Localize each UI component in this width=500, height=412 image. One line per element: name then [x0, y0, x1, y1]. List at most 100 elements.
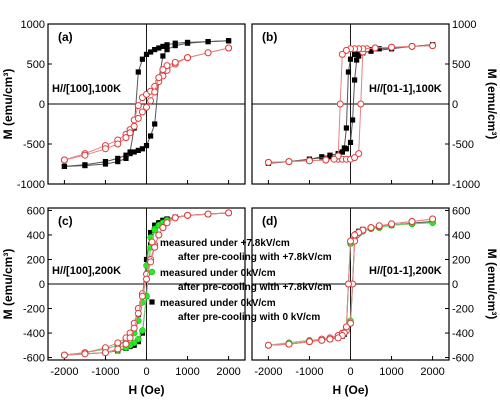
x-tick-label: -1000	[295, 366, 323, 378]
data-point	[408, 42, 416, 50]
data-point	[101, 349, 109, 357]
data-point	[159, 224, 167, 232]
data-point	[134, 114, 142, 122]
data-point	[139, 56, 145, 62]
data-point	[347, 56, 354, 62]
data-point	[429, 215, 437, 223]
data-point	[81, 151, 89, 159]
data-point	[114, 140, 122, 148]
data-point	[172, 40, 178, 46]
data-point	[305, 157, 313, 165]
data-point	[171, 214, 179, 222]
x-tick-label: 0	[143, 366, 149, 378]
data-point	[344, 280, 352, 288]
x-tick-label: -2000	[254, 366, 282, 378]
y-tick-label: -600	[452, 353, 474, 365]
series-group	[60, 209, 233, 359]
data-point	[160, 53, 166, 59]
data-point	[130, 122, 138, 130]
data-point	[148, 133, 154, 139]
data-point	[322, 156, 330, 164]
y-tick-label: 200	[27, 254, 45, 266]
legend-label: measured under 0kV/cm	[160, 298, 276, 309]
legend-sublabel: after pre-cooling with +7.8kV/cm	[178, 282, 332, 293]
panel-label: (a)	[58, 30, 73, 44]
condition-label: H//[100],100K	[52, 83, 121, 95]
data-point	[319, 154, 325, 160]
condition-label: H//[01-1],200K	[369, 265, 442, 277]
condition-label: H//[01-1],100K	[369, 83, 442, 95]
data-point	[341, 145, 347, 151]
legend-label: measured under 0kV/cm	[160, 268, 276, 279]
data-point	[163, 219, 171, 227]
data-point	[115, 155, 121, 161]
data-point	[205, 39, 211, 45]
data-point	[368, 47, 374, 53]
data-point	[114, 339, 122, 347]
data-point	[135, 147, 141, 153]
data-point	[327, 154, 333, 160]
data-point	[148, 49, 154, 55]
legend-marker	[148, 268, 156, 276]
legend-sublabel: after pre-cooling with +7.8kV/cm	[178, 252, 332, 263]
y-tick-label: 400	[27, 230, 45, 242]
data-point	[143, 51, 150, 57]
data-point	[352, 77, 358, 83]
data-point	[151, 243, 159, 251]
y-tick-label: 1000	[21, 19, 45, 31]
data-point	[81, 350, 89, 358]
data-point	[388, 43, 396, 51]
data-point	[184, 211, 192, 219]
x-tick-label: 0	[347, 366, 353, 378]
data-point	[139, 146, 145, 152]
data-point	[171, 58, 179, 66]
data-point	[357, 100, 365, 108]
chart-panel-1: -1000 -500 0 500 1000 M (emu/cm³) (a) H//[100],…	[1, 19, 246, 191]
y-tick-label: -1000	[452, 179, 480, 191]
data-point	[155, 231, 163, 239]
data-point	[339, 149, 345, 155]
y-axis-label-right: M (emu/cm³)	[485, 69, 499, 140]
data-point	[354, 57, 360, 63]
x-tick-label: -2000	[50, 366, 78, 378]
legend-marker	[148, 238, 156, 246]
data-point	[147, 258, 155, 266]
y-axis-label-right: M (emu/cm³)	[485, 249, 499, 320]
x-tick-label: 1000	[379, 366, 403, 378]
data-point	[138, 108, 146, 116]
panel-label: (d)	[262, 214, 277, 228]
data-point	[264, 341, 272, 349]
data-point	[356, 53, 362, 59]
data-point	[355, 150, 363, 158]
y-tick-label: -200	[23, 304, 45, 316]
x-axis-label: H (Oe)	[129, 383, 165, 397]
x-axis-label: H (Oe)	[333, 383, 369, 397]
x-tick-label: 2000	[420, 366, 444, 378]
data-point	[184, 39, 191, 45]
y-tick-label: 600	[27, 205, 45, 217]
data-point	[347, 237, 354, 245]
data-point	[330, 155, 338, 163]
data-point	[429, 42, 437, 50]
y-tick-label: 0	[452, 279, 458, 291]
data-point	[151, 88, 159, 96]
y-tick-label: 0	[452, 99, 458, 111]
y-tick-label: -600	[23, 353, 45, 365]
data-point	[102, 161, 109, 167]
data-point	[152, 222, 158, 228]
y-tick-label: 500	[27, 59, 45, 71]
data-point	[204, 49, 212, 57]
panel-label: (c)	[58, 214, 73, 228]
data-point	[134, 102, 142, 110]
legend: measured under +7.8kV/cm after pre-coolin…	[148, 238, 332, 323]
data-point	[130, 324, 138, 332]
data-point	[371, 44, 379, 52]
condition-label: H//[100],200K	[52, 265, 121, 277]
data-point	[134, 309, 142, 317]
y-tick-label: 200	[452, 254, 470, 266]
data-point	[148, 229, 154, 236]
data-point	[143, 256, 150, 263]
data-point	[351, 154, 359, 162]
data-point	[225, 44, 233, 52]
